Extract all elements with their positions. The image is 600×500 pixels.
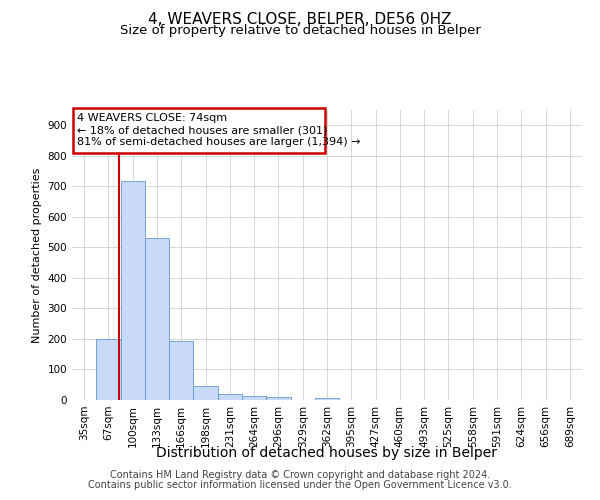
Text: ← 18% of detached houses are smaller (301): ← 18% of detached houses are smaller (30… xyxy=(77,126,327,136)
Text: Contains HM Land Registry data © Crown copyright and database right 2024.: Contains HM Land Registry data © Crown c… xyxy=(110,470,490,480)
Bar xyxy=(193,386,218,400)
Y-axis label: Number of detached properties: Number of detached properties xyxy=(32,168,42,342)
Text: Distribution of detached houses by size in Belper: Distribution of detached houses by size … xyxy=(157,446,497,460)
Text: 4, WEAVERS CLOSE, BELPER, DE56 0HZ: 4, WEAVERS CLOSE, BELPER, DE56 0HZ xyxy=(148,12,452,28)
Text: Size of property relative to detached houses in Belper: Size of property relative to detached ho… xyxy=(119,24,481,37)
Text: 4 WEAVERS CLOSE: 74sqm: 4 WEAVERS CLOSE: 74sqm xyxy=(77,113,227,123)
Text: 81% of semi-detached houses are larger (1,394) →: 81% of semi-detached houses are larger (… xyxy=(77,137,361,147)
Bar xyxy=(73,108,325,154)
Bar xyxy=(145,238,169,400)
Bar xyxy=(121,181,145,400)
Text: Contains public sector information licensed under the Open Government Licence v3: Contains public sector information licen… xyxy=(88,480,512,490)
Bar xyxy=(218,394,242,400)
Bar xyxy=(169,341,193,400)
Bar xyxy=(96,339,121,400)
Bar xyxy=(266,397,290,400)
Bar xyxy=(242,396,266,400)
Bar xyxy=(315,398,339,400)
